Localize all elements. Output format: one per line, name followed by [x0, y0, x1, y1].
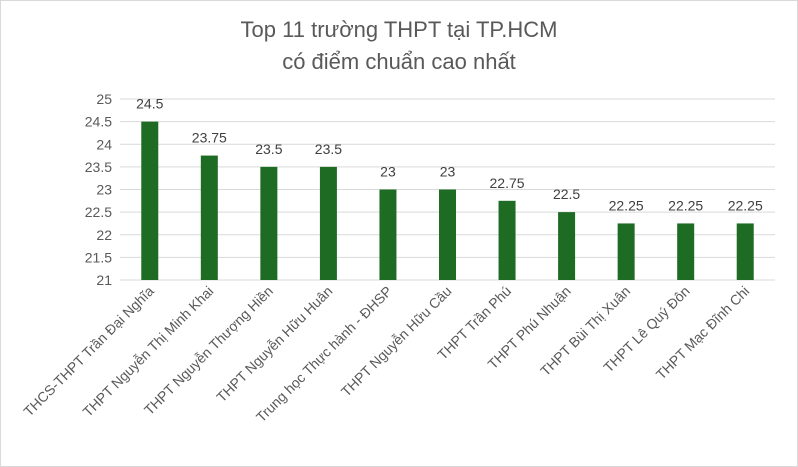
- data-label: 23.5: [255, 141, 282, 157]
- bar: [439, 189, 456, 280]
- y-tick-label: 21: [96, 272, 112, 288]
- data-label: 23.5: [315, 141, 342, 157]
- chart-title-line-1: Top 11 trường THPT tại TP.HCM: [240, 17, 558, 42]
- data-label: 22.25: [728, 197, 763, 213]
- bar: [558, 212, 576, 280]
- chart-title: Top 11 trường THPT tại TP.HCM có điểm ch…: [0, 14, 798, 78]
- y-tick-label: 24: [96, 136, 112, 152]
- data-label: 22.25: [668, 197, 703, 213]
- data-label: 22.75: [490, 175, 525, 191]
- chart-title-line-2: có điểm chuẩn cao nhất: [282, 49, 516, 74]
- data-label: 23: [440, 164, 456, 180]
- bar: [141, 121, 159, 280]
- bars: [141, 121, 754, 280]
- y-tick-label: 23.5: [85, 159, 112, 175]
- bar: [736, 223, 754, 280]
- category-label: THPT Nguyễn Hữu Huân: [213, 283, 335, 405]
- bar: [677, 223, 695, 280]
- y-tick-label: 21.5: [85, 249, 112, 265]
- bar: [200, 155, 218, 280]
- bar: [498, 200, 516, 280]
- y-axis-ticks: 21 21.5 22 22.5 23 23.5 24 24.5 25: [85, 91, 112, 288]
- bar: [379, 189, 397, 280]
- y-tick-label: 23: [96, 182, 112, 198]
- data-label: 24.5: [136, 96, 163, 112]
- category-label: THPT Nguyễn Hữu Cầu: [338, 283, 455, 400]
- data-labels: 24.5 23.75 23.5 23.5 23 23 22.75 22.5 22.25 22.25…: [136, 96, 763, 214]
- data-label: 22.25: [609, 197, 644, 213]
- y-tick-label: 25: [96, 91, 112, 107]
- bar: [260, 166, 278, 280]
- data-label: 23.75: [192, 130, 227, 146]
- data-label: 22.5: [553, 186, 580, 202]
- y-tick-label: 24.5: [85, 114, 112, 130]
- data-label: 23: [380, 164, 396, 180]
- bar: [319, 166, 337, 280]
- y-tick-label: 22.5: [85, 204, 112, 220]
- y-tick-label: 22: [96, 227, 112, 243]
- bar: [617, 223, 635, 280]
